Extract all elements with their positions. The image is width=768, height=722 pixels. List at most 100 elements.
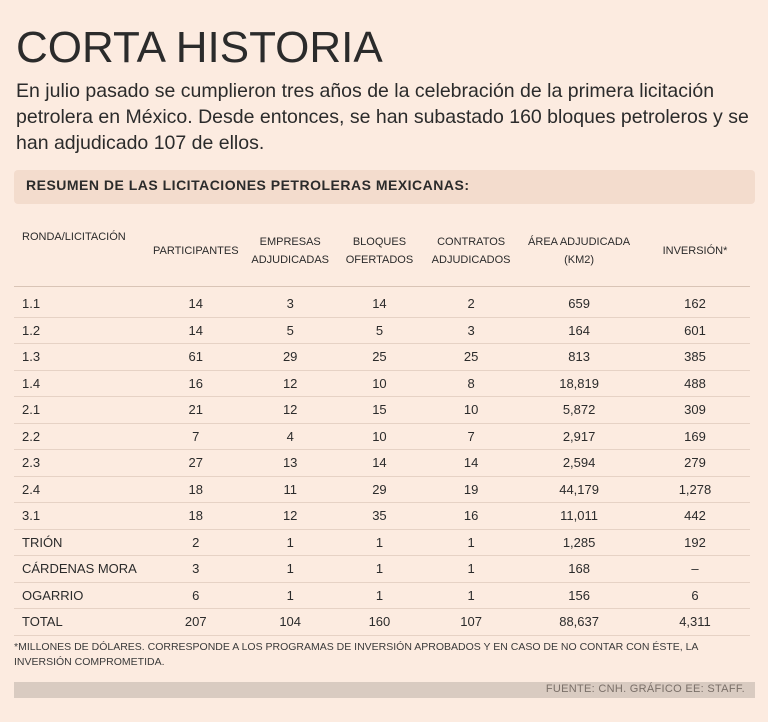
table-cell: 7 (423, 423, 519, 450)
table-cell: 5,872 (518, 396, 640, 424)
table-cell: 29 (245, 343, 335, 371)
row-label-cell: 1.3 (14, 343, 147, 371)
page-title: CORTA HISTORIA (16, 23, 383, 72)
header-bloques: BLOQUES OFERTADOS (334, 216, 424, 287)
table-row: TOTAL 207 104 160 107 88,637 4,311 (14, 608, 750, 636)
table-cell: 13 (245, 449, 335, 477)
table-subheading: RESUMEN DE LAS LICITACIONES PETROLERAS M… (26, 177, 470, 193)
table-cell: 192 (639, 529, 750, 556)
table-row: 3.1 18 12 35 16 11,011 442 (14, 502, 750, 530)
table-row: 1.2 14 5 5 3 164 601 (14, 317, 750, 344)
table-cell: 279 (639, 449, 750, 477)
table-cell: 2 (146, 529, 246, 556)
table-cell: 29 (334, 476, 424, 503)
table-cell: 1 (423, 582, 519, 609)
table-row: 1.3 61 29 25 25 813 385 (14, 343, 750, 371)
table-cell: 14 (146, 317, 246, 344)
header-participantes: PARTICIPANTES (146, 216, 246, 287)
table-cell: 1 (245, 529, 335, 556)
table-row: 1.1 14 3 14 2 659 162 (14, 286, 750, 318)
table-cell: 156 (518, 582, 640, 609)
table-row: TRIÓN 2 1 1 1 1,285 192 (14, 529, 750, 556)
table-cell: 25 (334, 343, 424, 371)
row-label-cell: 1.2 (14, 317, 147, 344)
table-cell: 813 (518, 343, 640, 371)
table-cell: 6 (146, 582, 246, 609)
table-row: CÁRDENAS MORA 3 1 1 1 168– (14, 555, 750, 583)
table-cell: 1 (423, 555, 519, 583)
table-cell: 3 (146, 555, 246, 583)
table-cell: 18,819 (518, 370, 640, 397)
table-cell: 12 (245, 502, 335, 530)
table-cell: 1 (334, 582, 424, 609)
table-cell: 442 (639, 502, 750, 530)
table-cell: 3 (423, 317, 519, 344)
licitaciones-table: RONDA/LICITACIÓN PARTICIPANTES EMPRESAS A… (14, 216, 750, 636)
subhead-bar: RESUMEN DE LAS LICITACIONES PETROLERAS M… (14, 170, 755, 204)
table-cell: 11,011 (518, 502, 640, 530)
table-cell: 659 (518, 286, 640, 318)
table-cell: 12 (245, 370, 335, 397)
table-cell: 14 (334, 449, 424, 477)
table-cell: 12 (245, 396, 335, 424)
table-cell: 44,179 (518, 476, 640, 503)
table-cell: 88,637 (518, 608, 640, 636)
table-cell: 61 (146, 343, 246, 371)
row-label-cell: TOTAL (14, 608, 147, 636)
table-cell: 35 (334, 502, 424, 530)
table-cell: 2,594 (518, 449, 640, 477)
table-cell: 10 (334, 370, 424, 397)
table-cell: 27 (146, 449, 246, 477)
footer-bar: FUENTE: CNH. GRÁFICO EE: STAFF. (14, 682, 755, 698)
table-row: 2.1 21 12 15 10 5,872 309 (14, 396, 750, 424)
header-ronda: RONDA/LICITACIÓN (14, 216, 147, 287)
table-cell: 1,285 (518, 529, 640, 556)
table-cell: 1,278 (639, 476, 750, 503)
table-cell: 1 (334, 529, 424, 556)
table-cell: 385 (639, 343, 750, 371)
table-cell: 4 (245, 423, 335, 450)
table-row: 1.4 16 12 10 8 18,819 488 (14, 370, 750, 397)
table-cell: 4,311 (639, 608, 750, 636)
table-cell: 18 (146, 476, 246, 503)
table-header-row: RONDA/LICITACIÓN PARTICIPANTES EMPRESAS A… (14, 216, 750, 287)
table-cell: 2,917 (518, 423, 640, 450)
table-cell: 104 (245, 608, 335, 636)
table-cell: 10 (334, 423, 424, 450)
table-cell: 168 (518, 555, 640, 583)
source-credit: FUENTE: CNH. GRÁFICO EE: STAFF. (545, 683, 745, 695)
row-label-cell: 2.4 (14, 476, 147, 503)
row-label-cell: OGARRIO (14, 582, 147, 609)
table-cell: 19 (423, 476, 519, 503)
table-cell: 162 (639, 286, 750, 318)
table-cell: 7 (146, 423, 246, 450)
table-cell: 309 (639, 396, 750, 424)
table-cell: 16 (423, 502, 519, 530)
table-row: OGARRIO 6 1 1 1 156 6 (14, 582, 750, 609)
table-cell: 14 (146, 286, 246, 318)
table-row: 2.4 18 11 29 19 44,179 1,278 (14, 476, 750, 503)
table-cell: 107 (423, 608, 519, 636)
table-cell: 1 (245, 555, 335, 583)
table-cell: 14 (423, 449, 519, 477)
table-cell: 1 (334, 555, 424, 583)
footnote: *MILLONES DE DÓLARES. CORRESPONDE A LOS … (14, 641, 698, 668)
row-label-cell: 2.3 (14, 449, 147, 477)
table-cell: 160 (334, 608, 424, 636)
table-row: 2.3 27 13 14 14 2,594 279 (14, 449, 750, 477)
table-cell: 15 (334, 396, 424, 424)
table-cell: 1 (245, 582, 335, 609)
table-cell: 164 (518, 317, 640, 344)
row-label-cell: CÁRDENAS MORA (14, 555, 147, 583)
table-cell: 11 (245, 476, 335, 503)
table-cell: 1 (423, 529, 519, 556)
header-contratos: CONTRATOS ADJUDICADOS (423, 216, 519, 287)
table-cell: 25 (423, 343, 519, 371)
table-cell: 21 (146, 396, 246, 424)
table-cell: 6 (639, 582, 750, 609)
table-cell: 5 (245, 317, 335, 344)
header-empresas: EMPRESAS ADJUDICADAS (245, 216, 335, 287)
table-cell: 601 (639, 317, 750, 344)
row-label-cell: 2.2 (14, 423, 147, 450)
header-area: ÁREA ADJUDICADA (KM2) (518, 216, 640, 287)
